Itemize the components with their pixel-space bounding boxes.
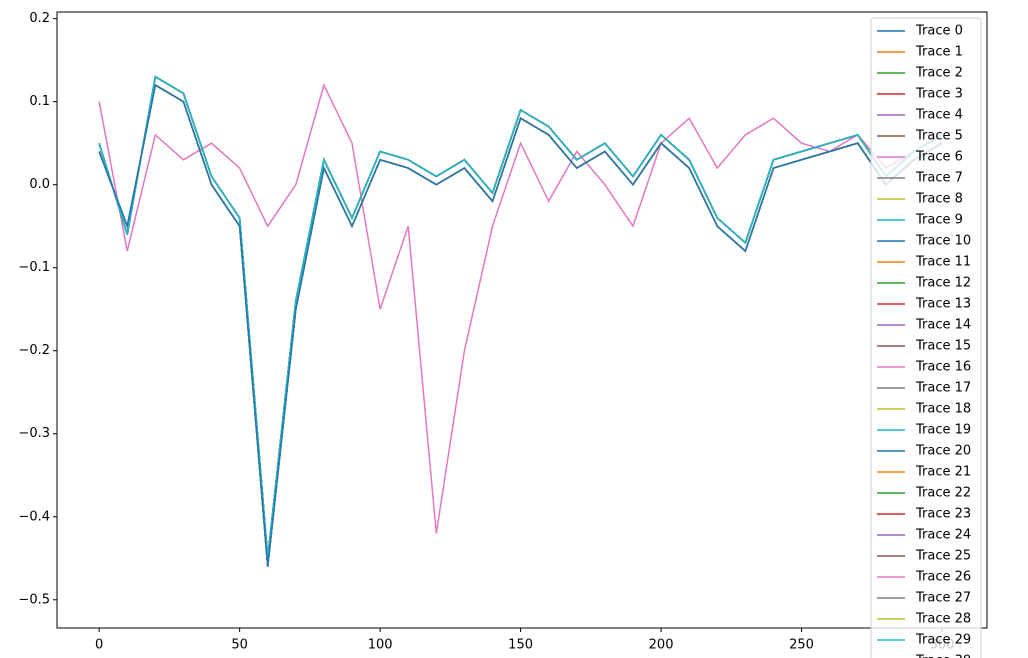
- trace-line: [98, 75, 943, 559]
- legend-label: Trace 30: [915, 654, 971, 658]
- legend-label: Trace 14: [915, 318, 971, 333]
- trace-line: [98, 83, 943, 567]
- legend-label: Trace 22: [915, 486, 971, 501]
- legend-label: Trace 7: [915, 171, 963, 186]
- legend-label: Trace 27: [915, 591, 971, 606]
- trace-line: [98, 83, 943, 567]
- legend-label: Trace 29: [915, 633, 971, 648]
- legend-label: Trace 3: [915, 87, 963, 102]
- trace-line: [98, 83, 943, 567]
- plot-frame: [56, 11, 988, 629]
- legend-label: Trace 17: [915, 381, 971, 396]
- y-tick-label: 0.1: [29, 94, 50, 109]
- y-tick-label: −0.5: [18, 592, 50, 607]
- legend-label: Trace 8: [915, 192, 963, 207]
- y-tick-label: −0.4: [18, 509, 50, 524]
- legend-label: Trace 20: [915, 444, 971, 459]
- x-tick-label: 200: [649, 638, 674, 653]
- x-tick-label: 50: [231, 638, 248, 653]
- trace-line: [98, 75, 943, 559]
- legend-label: Trace 23: [915, 507, 971, 522]
- trace-line: [98, 75, 943, 559]
- trace-line: [98, 75, 943, 559]
- legend-label: Trace 6: [915, 150, 963, 165]
- x-tick-label: 0: [95, 638, 103, 653]
- y-tick-label: −0.3: [18, 426, 50, 441]
- y-tick-label: −0.2: [18, 343, 50, 358]
- trace-line: [98, 82, 943, 534]
- trace-line: [98, 83, 943, 567]
- trace-line: [98, 75, 943, 559]
- legend-label: Trace 11: [915, 255, 971, 270]
- trace-line: [98, 83, 943, 567]
- trace-line: [98, 83, 943, 567]
- trace-line: [98, 75, 943, 559]
- y-tick-label: −0.1: [18, 260, 50, 275]
- x-tick-label: 250: [789, 638, 814, 653]
- trace-line: [98, 83, 943, 567]
- legend-label: Trace 9: [915, 213, 963, 228]
- trace-line: [98, 75, 943, 559]
- trace-line: [98, 83, 943, 567]
- trace-line: [98, 83, 943, 567]
- legend-label: Trace 4: [915, 108, 963, 123]
- legend-label: Trace 28: [915, 612, 971, 627]
- legend-label: Trace 5: [915, 129, 963, 144]
- trace-line: [98, 75, 943, 559]
- legend-label: Trace 1: [915, 45, 963, 60]
- y-tick-label: 0.0: [29, 177, 50, 192]
- trace-line: [98, 83, 943, 567]
- trace-line: [98, 75, 943, 559]
- trace-line: [98, 83, 943, 567]
- legend-label: Trace 12: [915, 276, 971, 291]
- legend-label: Trace 0: [915, 24, 963, 39]
- trace-line: [98, 83, 943, 567]
- legend-label: Trace 10: [915, 234, 971, 249]
- trace-line: [98, 83, 943, 567]
- trace-line: [98, 75, 943, 559]
- trace-line: [98, 75, 943, 559]
- trace-line: [98, 75, 943, 559]
- legend-label: Trace 24: [915, 528, 971, 543]
- y-tick-label: 0.2: [29, 11, 50, 26]
- trace-line: [98, 75, 943, 559]
- trace-line: [98, 75, 943, 559]
- x-tick-label: 150: [508, 638, 533, 653]
- trace-line: [98, 75, 943, 559]
- legend-label: Trace 19: [915, 423, 971, 438]
- legend-label: Trace 13: [915, 297, 971, 312]
- legend-label: Trace 26: [915, 570, 971, 585]
- legend-label: Trace 25: [915, 549, 971, 564]
- x-tick-label: 100: [368, 638, 393, 653]
- trace-line: [98, 83, 943, 567]
- legend-label: Trace 16: [915, 360, 971, 375]
- legend-label: Trace 2: [915, 66, 963, 81]
- legend-label: Trace 21: [915, 465, 971, 480]
- legend-label: Trace 15: [915, 339, 971, 354]
- legend-label: Trace 18: [915, 402, 971, 417]
- trace-line: [98, 83, 943, 567]
